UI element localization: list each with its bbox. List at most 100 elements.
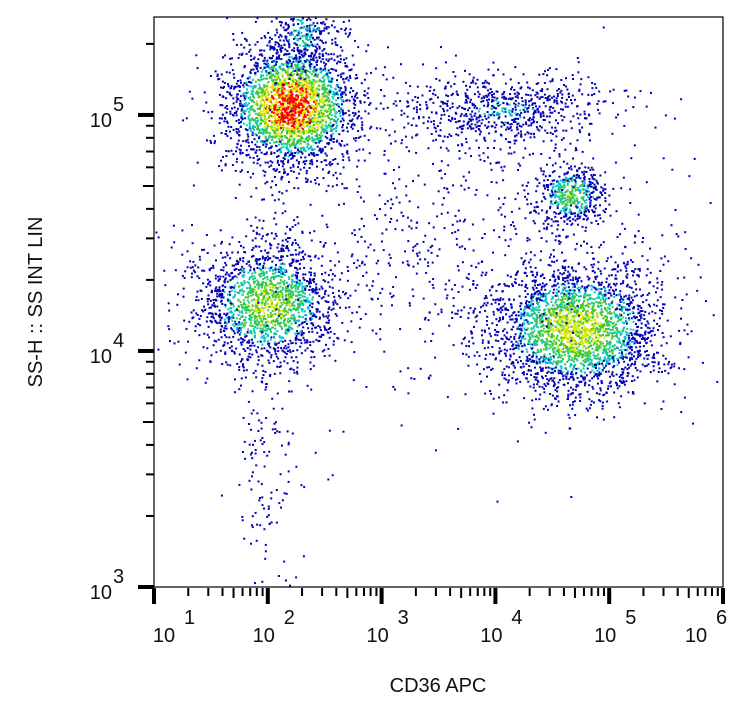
data-point <box>608 324 611 327</box>
data-point <box>255 117 258 119</box>
data-point <box>240 283 243 286</box>
data-point <box>297 130 299 133</box>
data-point <box>289 228 292 230</box>
data-point <box>230 286 232 289</box>
data-point <box>285 290 288 293</box>
data-point <box>285 247 288 249</box>
data-point <box>286 143 288 146</box>
data-point <box>301 121 304 124</box>
data-point <box>287 113 290 116</box>
data-point <box>258 149 261 152</box>
data-point <box>225 71 228 74</box>
data-point <box>506 284 509 287</box>
data-point <box>294 332 297 335</box>
data-point <box>316 113 318 116</box>
data-point <box>311 85 314 87</box>
data-point <box>327 281 330 284</box>
data-point <box>314 70 317 73</box>
data-point <box>291 131 294 134</box>
data-point <box>296 278 299 281</box>
data-point <box>279 47 282 50</box>
data-point <box>308 280 310 283</box>
data-point <box>240 384 242 387</box>
data-point <box>271 119 273 122</box>
data-point <box>226 107 229 110</box>
data-point <box>241 108 244 111</box>
data-point <box>261 235 264 238</box>
data-point <box>341 93 344 96</box>
data-point <box>302 130 305 133</box>
data-point <box>303 166 306 169</box>
data-point <box>280 247 283 250</box>
data-point <box>621 309 624 312</box>
data-point <box>551 336 553 339</box>
data-point <box>259 100 262 103</box>
data-point <box>299 66 302 69</box>
data-point <box>271 305 274 308</box>
data-point <box>499 318 502 321</box>
data-point <box>259 132 262 134</box>
data-point <box>323 79 326 81</box>
data-point <box>292 360 295 363</box>
data-point <box>352 63 355 66</box>
data-point <box>278 259 281 262</box>
data-point <box>567 297 569 300</box>
data-point <box>240 81 242 84</box>
data-point <box>578 355 581 358</box>
data-point <box>311 127 314 130</box>
data-point <box>251 117 254 120</box>
data-point <box>252 161 255 164</box>
data-point <box>298 120 300 123</box>
data-point <box>553 270 556 273</box>
data-point <box>322 333 325 336</box>
data-point <box>298 83 300 86</box>
data-point <box>630 356 633 359</box>
data-point <box>266 61 268 64</box>
data-point <box>282 82 285 85</box>
data-point <box>321 93 324 96</box>
data-point <box>287 294 290 297</box>
data-point <box>274 271 277 274</box>
data-point <box>308 82 311 85</box>
data-point <box>252 229 255 232</box>
data-point <box>242 299 245 302</box>
data-point <box>356 96 359 99</box>
data-point <box>261 119 264 122</box>
data-point <box>269 286 272 289</box>
data-point <box>177 293 179 296</box>
data-point <box>295 128 298 131</box>
data-point <box>297 293 300 296</box>
data-point <box>314 326 317 329</box>
data-point <box>228 346 231 349</box>
data-point <box>328 162 331 165</box>
data-point <box>619 334 622 337</box>
data-point <box>292 170 295 173</box>
data-point <box>255 120 258 123</box>
data-point <box>300 99 303 102</box>
data-point <box>311 161 314 164</box>
data-point <box>292 124 295 127</box>
data-point <box>299 345 302 348</box>
data-point <box>212 266 215 269</box>
data-point <box>257 300 260 303</box>
data-point <box>593 326 596 329</box>
data-point <box>334 301 337 304</box>
data-point <box>311 70 314 73</box>
data-point <box>295 116 297 119</box>
data-point <box>231 57 233 60</box>
data-point <box>218 288 221 291</box>
data-point <box>311 117 314 120</box>
data-point <box>292 165 295 168</box>
data-point <box>282 267 285 270</box>
data-point <box>339 46 342 49</box>
data-point <box>206 298 209 300</box>
data-point <box>340 140 343 142</box>
data-point <box>271 129 274 132</box>
data-point <box>318 84 321 87</box>
data-point <box>260 49 263 52</box>
data-point <box>303 91 306 94</box>
data-point <box>277 131 280 134</box>
data-point <box>613 348 616 351</box>
data-point <box>320 71 323 74</box>
data-point <box>247 271 250 274</box>
